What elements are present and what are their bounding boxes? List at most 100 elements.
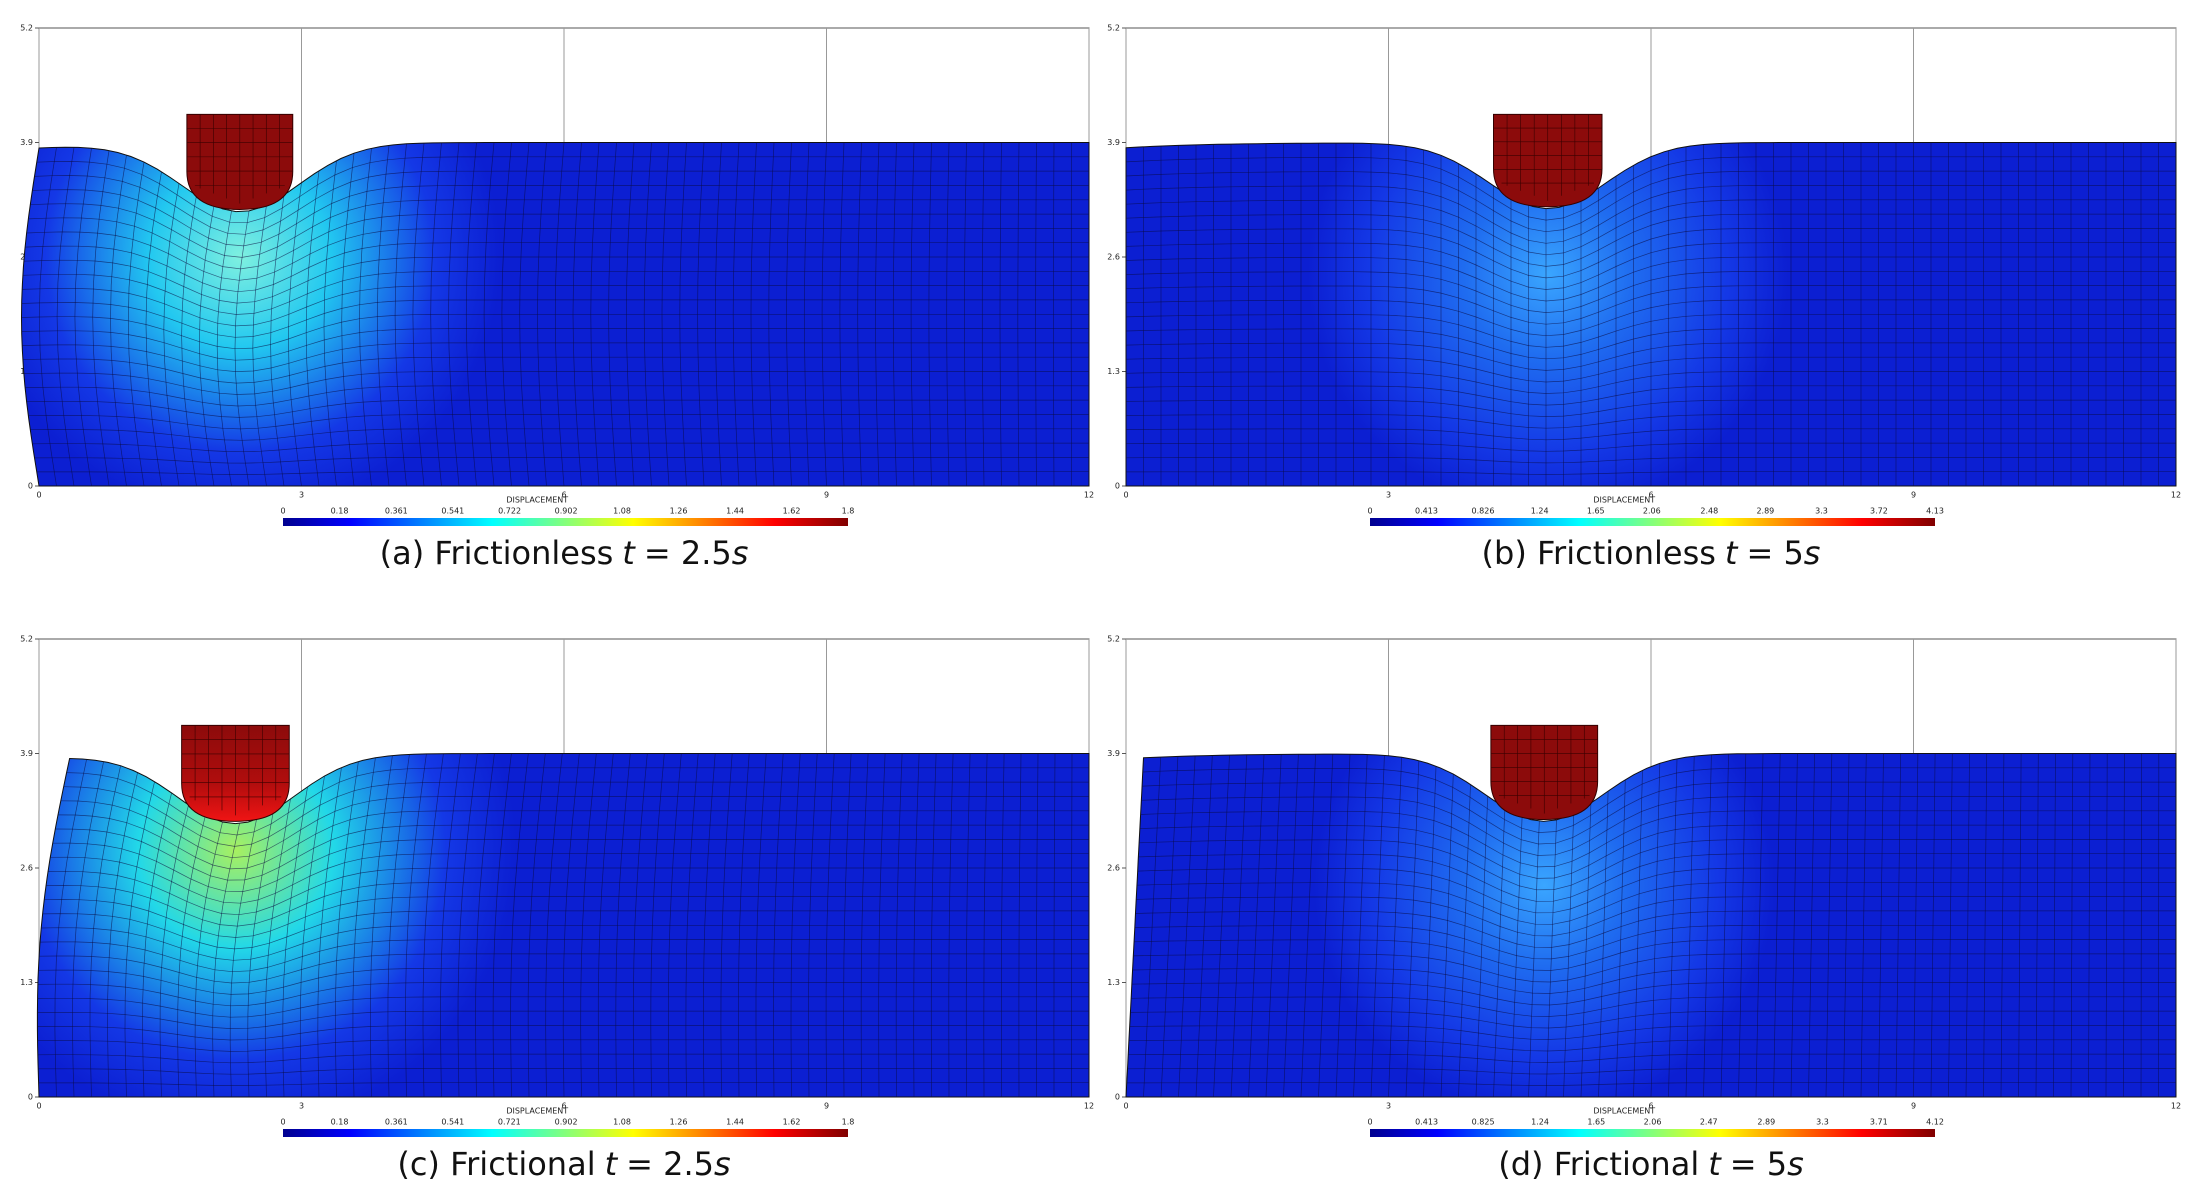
colorbar-tick-label: 1.44 [726,507,744,516]
mesh-line [26,228,1089,281]
mesh-line [1136,881,2176,925]
colorbar-tick-label: 1.26 [670,507,688,516]
mesh-line [1125,242,2176,290]
mesh [1126,753,2176,1098]
mesh-line [1135,910,2176,948]
y-tick-label: 0 [1115,482,1120,491]
mesh-line [1134,924,2176,960]
y-tick-label: 1.3 [1107,367,1120,376]
mesh [1125,142,2176,486]
mesh-line [37,1025,1089,1041]
mesh-line [1131,982,2176,1006]
y-tick-label: 2.6 [1107,864,1120,873]
colorbar-tick-label: 2.06 [1644,1118,1662,1127]
y-tick-label: 0 [28,1093,33,1102]
colorbar-tick-label: 4.12 [1926,1118,1944,1127]
y-tick-label: 2.6 [1107,253,1120,262]
mesh-line [66,767,1089,836]
y-tick-label: 3.9 [20,749,33,758]
mesh-line [1125,385,2176,406]
y-tick-label: 1.3 [1107,978,1120,987]
x-tick-label: 0 [36,491,41,500]
x-tick-label: 3 [1386,491,1391,500]
colorbar-title: DISPLACEMENT [1593,496,1655,505]
caption: (a) Frictionless t = 2.5s [380,534,749,572]
mesh-line [37,1053,1089,1064]
mesh-line [1139,824,2176,879]
mesh-line [21,328,1089,361]
mesh-line [21,299,1089,338]
x-tick-label: 6 [561,1102,566,1111]
colorbar-tick-label: 2.48 [1700,507,1718,516]
mesh-line [1126,1082,2176,1086]
mesh-line [28,213,1089,270]
mesh [37,753,1089,1098]
x-tick-label: 12 [1084,1102,1094,1111]
colorbar-tick-label: 2.89 [1757,1118,1775,1127]
colorbar-tick-label: 1.44 [726,1118,744,1127]
colorbar-tick-label: 0.413 [1415,1118,1438,1127]
mesh-line [1125,428,2176,441]
caption-relation: = 5 [1746,534,1803,572]
caption-variable: t [605,1145,619,1181]
mesh-line [1141,796,2176,856]
colorbar-tick-label: 0.361 [385,507,408,516]
colorbar-title: DISPLACEMENT [506,1107,568,1116]
x-tick-label: 12 [2171,1102,2181,1111]
colorbar-tick-label: 3.72 [1870,507,1888,516]
mesh-line [37,1010,1089,1029]
mesh-line [1141,781,2176,845]
colorbar-tick-label: 0.826 [1472,507,1495,516]
mesh-line [23,256,1089,304]
panel: 0 3 6 9 12 0 1.3 2.6 3.9 5.2 DISPLACEMENT 0 0.413 0.8… [1107,24,2181,573]
caption-unit: s [732,534,749,572]
x-tick-label: 6 [1648,491,1653,500]
mesh-line [1125,228,2176,279]
mesh-line [1125,457,2176,464]
x-tick-label: 6 [1648,1102,1653,1111]
mesh-line [39,953,1089,984]
mesh-line [52,839,1089,892]
mesh-line [44,896,1089,938]
mesh-line [1125,256,2176,302]
x-tick-label: 3 [299,491,304,500]
mesh-line [1125,213,2176,267]
colorbar-title: DISPLACEMENT [1593,1107,1655,1116]
colorbar-tick-label: 0.18 [331,507,349,516]
mesh-line [25,242,1089,293]
mesh-line [1125,156,2176,221]
caption-variable: t [1708,1145,1722,1181]
mesh-line [22,270,1089,315]
colorbar-tick-label: 0.825 [1472,1118,1495,1127]
mesh-line [36,156,1089,224]
colorbar-tick-label: 1.8 [842,1118,855,1127]
mesh-line [32,442,1089,453]
mesh-line [1125,313,2176,348]
mesh-line [1125,356,2176,383]
mesh-line [1125,199,2176,256]
x-tick-label: 0 [1123,1102,1128,1111]
colorbar-tick-label: 1.65 [1587,507,1605,516]
mesh-line [36,471,1089,475]
mesh-line [38,1068,1089,1075]
colorbar-tick-label: 0.541 [441,507,464,516]
colorbar-tick-label: 0 [1367,1118,1372,1127]
x-tick-label: 12 [1084,491,1094,500]
x-tick-label: 3 [1386,1102,1391,1111]
mesh [21,142,1089,487]
caption-label: (a) Frictionless [380,534,614,572]
caption-unit: s [714,1145,731,1181]
mesh-line [1125,285,2176,325]
colorbar-tick-label: 3.71 [1870,1118,1888,1127]
mesh-line [1133,953,2176,983]
panel: 03691201.32.63.95.2DISPLACEMENT00.180.36… [20,24,1094,573]
mesh-line [34,457,1089,464]
y-tick-label: 5.2 [1107,24,1120,33]
mesh-line [1128,1053,2176,1063]
x-tick-label: 9 [1911,1102,1916,1111]
y-tick-label: 3.9 [1107,749,1120,758]
mesh-line [26,399,1089,418]
caption: (c) Frictional t = 2.5s [397,1145,730,1181]
